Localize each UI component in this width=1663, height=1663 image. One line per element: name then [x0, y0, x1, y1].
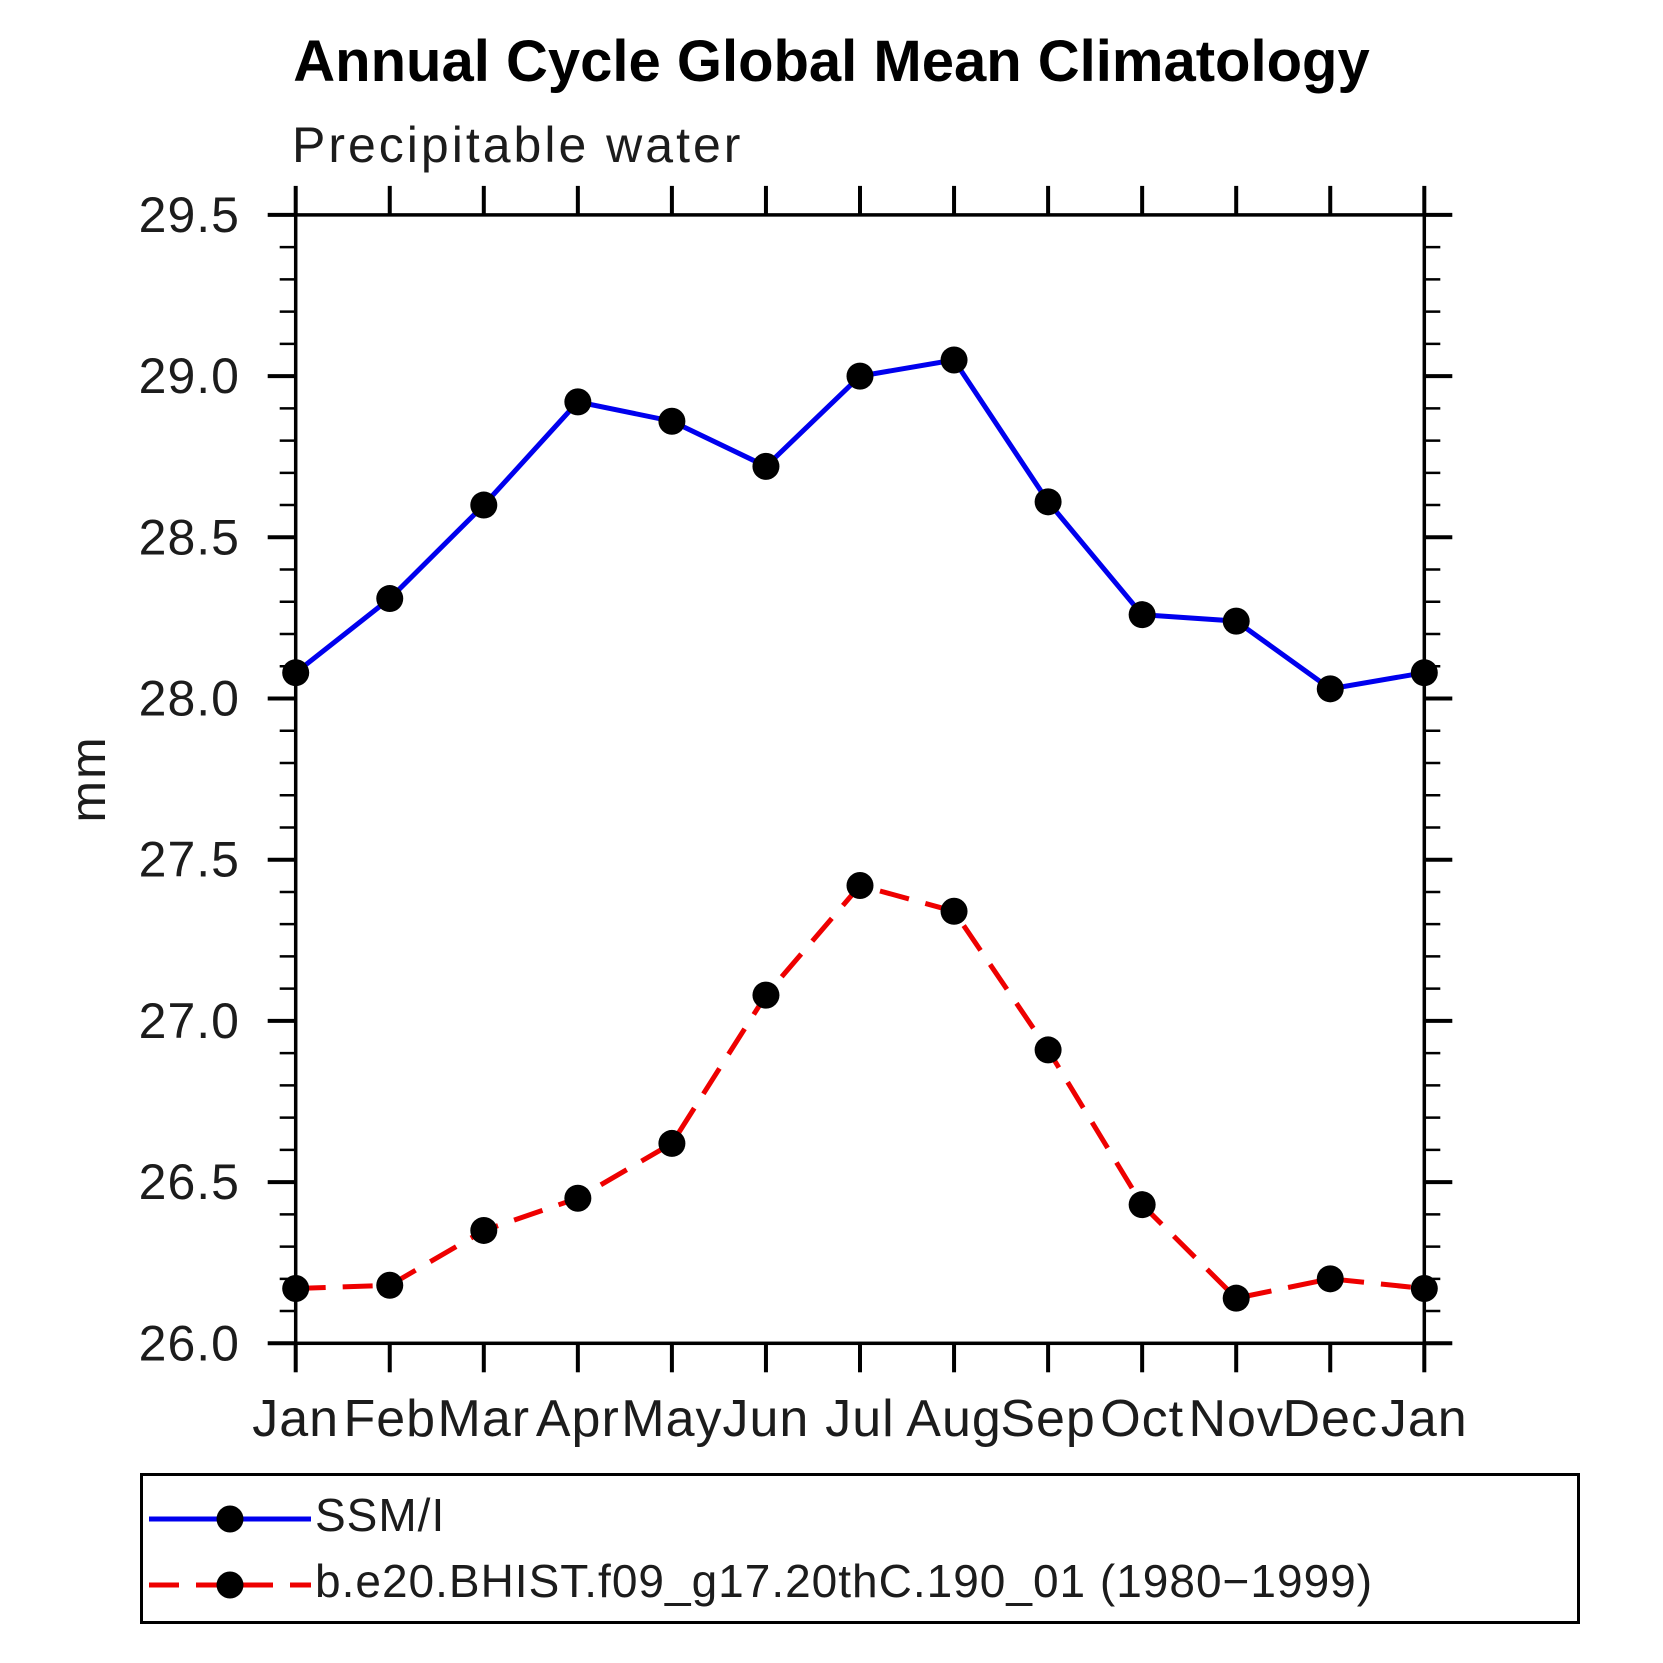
data-point-marker — [752, 452, 780, 480]
y-tick-label: 29.5 — [139, 187, 240, 243]
data-point-marker — [1034, 1036, 1062, 1064]
x-tick-label: Jan — [252, 1390, 339, 1448]
data-point-marker — [1222, 1284, 1250, 1312]
y-tick-label: 29.0 — [139, 348, 240, 404]
x-tick-label: Nov — [1188, 1390, 1283, 1448]
x-tick-label: Jan — [1381, 1390, 1468, 1448]
x-tick-label: Jul — [825, 1390, 894, 1448]
data-point-marker — [940, 346, 968, 374]
data-point-marker — [1128, 1191, 1156, 1219]
x-tick-label: May — [621, 1390, 722, 1448]
y-tick-label: 27.5 — [139, 832, 240, 888]
data-point-marker — [1128, 601, 1156, 629]
y-tick-label: 26.5 — [139, 1154, 240, 1210]
series-line-1 — [295, 882, 1425, 1301]
plot-box — [293, 213, 1427, 1346]
data-point-marker — [1034, 488, 1062, 516]
legend-item-label: b.e20.BHIST.f09_g17.20thC.190_01 (1980−1… — [315, 1555, 1374, 1607]
legend-marker-dot — [216, 1571, 244, 1599]
x-tick-label: Dec — [1283, 1390, 1378, 1448]
legend-marker-dot — [216, 1505, 244, 1533]
x-tick-label: Jun — [723, 1390, 810, 1448]
data-point-marker — [1316, 1265, 1344, 1293]
x-tick-label: Apr — [536, 1390, 620, 1448]
data-point-marker — [282, 659, 310, 687]
x-tick-label: Feb — [343, 1390, 436, 1448]
data-point-marker — [940, 897, 968, 925]
data-point-marker — [376, 1271, 404, 1299]
series-line-0 — [294, 357, 1425, 692]
data-point-marker — [1316, 675, 1344, 703]
x-tick-label: Aug — [906, 1390, 1002, 1448]
data-point-marker — [1410, 1274, 1438, 1302]
data-point-marker — [282, 1274, 310, 1302]
data-point-marker — [658, 407, 686, 435]
data-point-marker — [470, 491, 498, 519]
chart-subtitle: Precipitable water — [292, 117, 744, 173]
legend-line-sample — [149, 1505, 311, 1533]
legend-item-label: SSM/I — [315, 1489, 446, 1541]
x-tick-label: Sep — [1000, 1390, 1096, 1448]
data-point-marker — [564, 1184, 592, 1212]
data-point-marker — [846, 871, 874, 899]
data-point-marker — [658, 1129, 686, 1157]
y-tick-label: 26.0 — [139, 1315, 240, 1371]
y-tick-label: 27.0 — [139, 993, 240, 1049]
data-point-marker — [752, 981, 780, 1009]
x-tick-label: Mar — [438, 1390, 531, 1448]
data-point-marker — [470, 1216, 498, 1244]
data-point-marker — [376, 585, 404, 613]
y-tick-label: 28.0 — [139, 671, 240, 727]
legend-line-sample — [149, 1571, 311, 1599]
data-point-marker — [1410, 659, 1438, 687]
y-tick-label: 28.5 — [139, 509, 240, 565]
page-title: Annual Cycle Global Mean Climatology — [293, 29, 1370, 94]
data-point-marker — [1222, 607, 1250, 635]
legend: SSM/I b.e20.BHIST.f09_g17.20thC.190_01 (1… — [140, 1473, 1580, 1624]
data-point-marker — [564, 388, 592, 416]
data-point-marker — [846, 362, 874, 390]
x-tick-label: Oct — [1100, 1390, 1184, 1448]
